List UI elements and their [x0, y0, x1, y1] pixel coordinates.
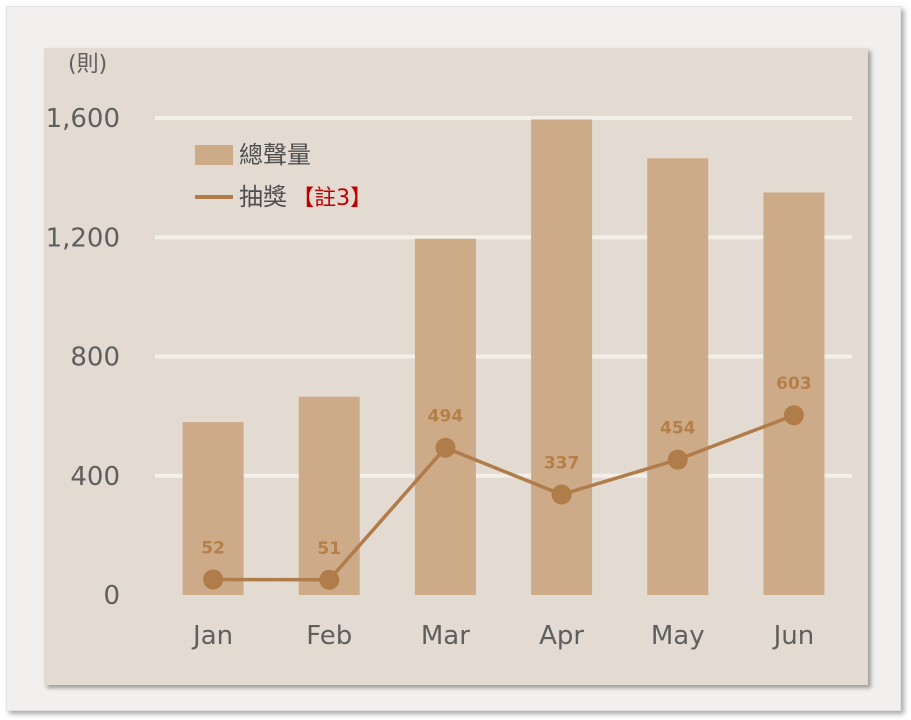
data-label: 603 [776, 374, 812, 394]
bar [531, 119, 593, 595]
line-point [783, 405, 804, 426]
bar [414, 238, 476, 595]
y-tick-label: 1,600 [46, 104, 120, 134]
y-tick-label: 400 [70, 462, 120, 492]
y-axis-ticks: 0 400 800 1,200 1,600 [46, 104, 120, 611]
y-tick-label: 0 [103, 581, 120, 611]
legend-swatch-bar [195, 145, 233, 165]
line-point [551, 484, 572, 505]
x-axis-ticks: Jan Feb Mar Apr May Jun [191, 621, 814, 651]
bar-series [182, 119, 825, 595]
y-tick-label: 800 [70, 343, 120, 373]
legend-label-line: 抽獎 【註3】 [239, 183, 372, 211]
bar [763, 192, 825, 595]
data-label: 52 [201, 538, 225, 558]
bar [647, 158, 709, 595]
bar [182, 422, 244, 595]
line-path [213, 413, 795, 582]
legend-label-line-name: 抽獎 [239, 183, 287, 211]
x-tick-label: Mar [421, 621, 470, 651]
gridlines [155, 116, 852, 478]
line-point [319, 569, 340, 590]
legend-label-line-note: 【註3】 [292, 186, 372, 211]
x-tick-label: May [651, 621, 705, 651]
data-label: 337 [544, 454, 580, 474]
y-tick-label: 1,200 [46, 223, 120, 253]
data-label: 51 [317, 539, 341, 559]
line-series: 52 51 494 337 454 603 [201, 374, 812, 590]
legend: 總聲量 抽獎 【註3】 [195, 141, 372, 211]
legend-label-bar: 總聲量 [239, 141, 311, 169]
y-axis-unit: (則) [68, 52, 107, 77]
x-tick-label: Jun [772, 621, 815, 651]
line-point [435, 437, 456, 458]
line-point [203, 569, 224, 590]
data-label: 494 [428, 407, 464, 427]
data-label: 454 [660, 419, 696, 439]
x-tick-label: Feb [306, 621, 352, 651]
bar [298, 396, 360, 595]
line-point [667, 449, 688, 470]
x-tick-label: Apr [539, 621, 584, 651]
x-tick-label: Jan [191, 621, 233, 651]
